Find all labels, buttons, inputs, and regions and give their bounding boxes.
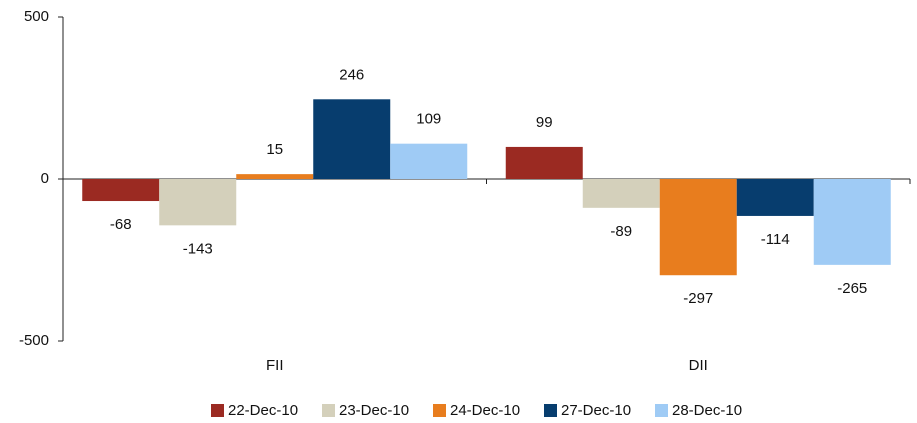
legend-swatch [322, 404, 335, 417]
bar [236, 174, 314, 179]
data-label: 99 [536, 114, 553, 131]
bar [159, 179, 237, 226]
x-tick-label: DII [689, 357, 708, 374]
data-label: -143 [183, 240, 213, 257]
legend-swatch [544, 404, 557, 417]
y-tick-label: 0 [41, 170, 49, 187]
bar [505, 146, 583, 179]
legend-label: 27-Dec-10 [561, 402, 631, 419]
data-label: 15 [266, 141, 283, 158]
data-label: -265 [837, 280, 867, 297]
data-label: 109 [416, 111, 441, 128]
legend-label: 22-Dec-10 [228, 402, 298, 419]
legend-swatch [211, 404, 224, 417]
legend-label: 28-Dec-10 [672, 402, 742, 419]
x-tick-label: FII [266, 357, 284, 374]
data-label: -89 [610, 223, 632, 240]
legend-label: 24-Dec-10 [450, 402, 520, 419]
bar [582, 179, 660, 208]
data-label: -297 [683, 290, 713, 307]
legend-swatch [433, 404, 446, 417]
y-tick-label: -500 [19, 332, 49, 349]
y-tick-label: 500 [24, 8, 49, 25]
legend-label: 23-Dec-10 [339, 402, 409, 419]
bar [736, 179, 814, 216]
bar [813, 179, 891, 265]
bar [659, 179, 737, 276]
bar [390, 143, 468, 179]
bar [82, 179, 160, 202]
legend-swatch [655, 404, 668, 417]
bar [313, 99, 391, 179]
data-label: 246 [339, 66, 364, 83]
data-label: -68 [110, 216, 132, 233]
data-label: -114 [761, 231, 790, 248]
